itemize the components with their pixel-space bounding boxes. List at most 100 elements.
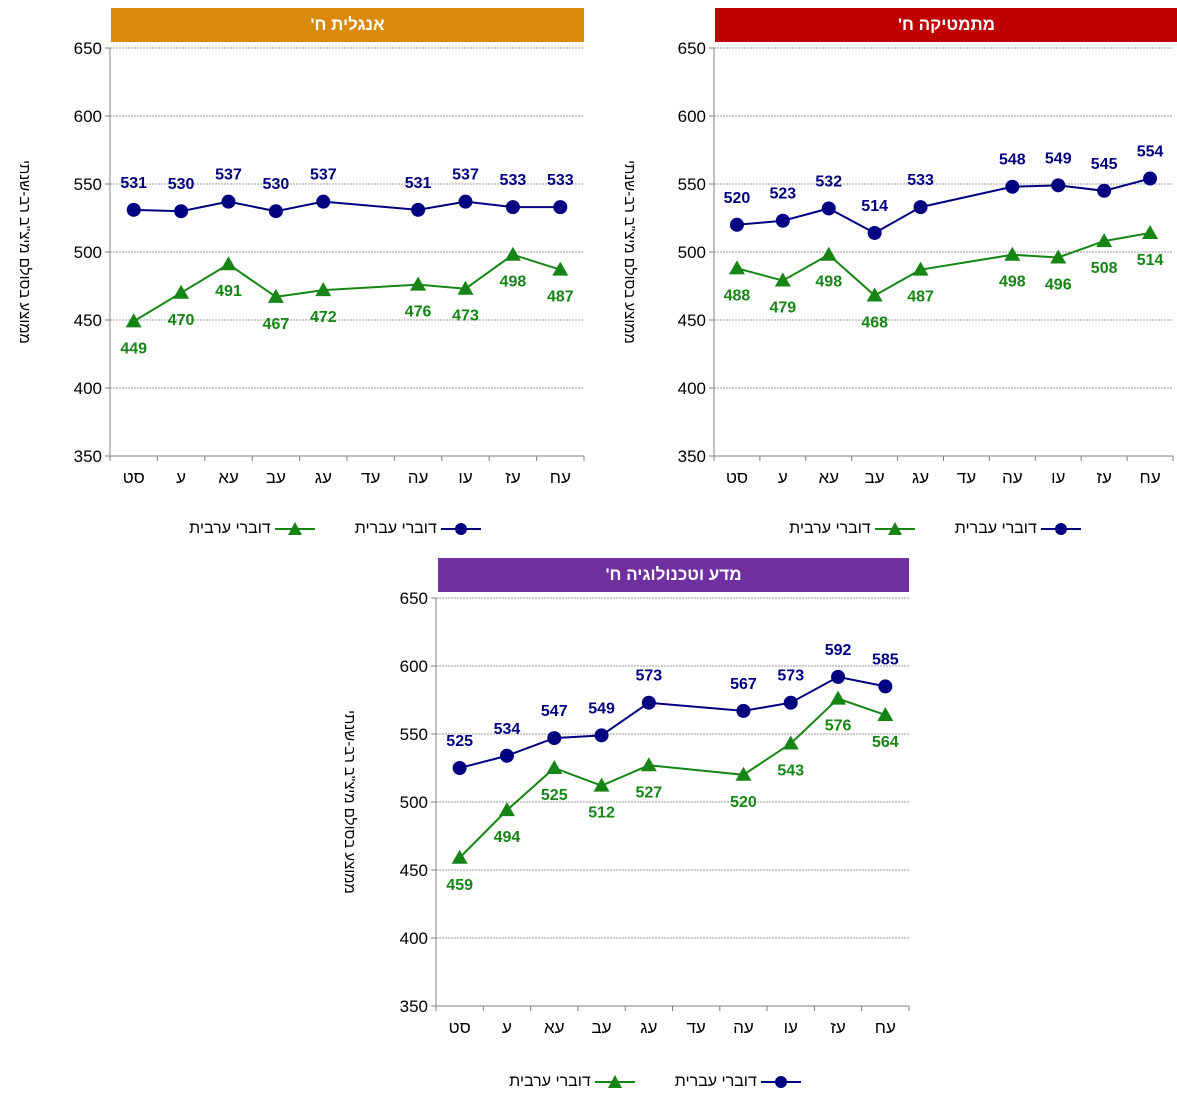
data-point bbox=[457, 280, 474, 295]
y-tick-label: 600 bbox=[678, 107, 706, 126]
data-label: 592 bbox=[825, 642, 852, 659]
x-tick-label: סט bbox=[449, 1018, 471, 1037]
triangle-marker-icon bbox=[274, 522, 315, 535]
data-label: 487 bbox=[907, 289, 934, 306]
y-tick-label: 400 bbox=[400, 929, 428, 948]
data-point bbox=[877, 706, 894, 721]
legend-label: דוברי עברית bbox=[354, 520, 437, 537]
data-label: 537 bbox=[310, 167, 337, 184]
data-label: 508 bbox=[1091, 260, 1118, 277]
data-point bbox=[1142, 224, 1159, 239]
data-point bbox=[912, 261, 929, 276]
data-label: 534 bbox=[494, 721, 521, 738]
x-tick-label: עה bbox=[1002, 468, 1023, 487]
data-label: 512 bbox=[588, 805, 615, 822]
data-point bbox=[410, 276, 427, 291]
data-label: 520 bbox=[730, 794, 757, 811]
legend-item-hebrew: דוברי עברית bbox=[355, 520, 481, 538]
y-axis-label: ממוצע בסולם מיצ"ב רב-שנתי bbox=[341, 710, 358, 894]
data-point bbox=[125, 313, 142, 328]
chart-legend: דוברי עברית דוברי ערבית bbox=[150, 520, 520, 538]
data-label: 467 bbox=[263, 316, 290, 333]
data-point bbox=[316, 194, 331, 209]
data-label: 459 bbox=[446, 877, 473, 894]
triangle-marker-icon bbox=[874, 522, 915, 535]
data-point bbox=[878, 679, 893, 694]
y-tick-label: 350 bbox=[678, 447, 706, 466]
data-label: 449 bbox=[120, 340, 147, 357]
legend-item-hebrew: דוברי עברית bbox=[955, 520, 1081, 538]
data-label: 547 bbox=[541, 703, 568, 720]
x-tick-label: עב bbox=[266, 468, 286, 487]
y-tick-label: 550 bbox=[74, 175, 102, 194]
data-point bbox=[1004, 246, 1021, 261]
x-tick-label: עה bbox=[733, 1018, 754, 1037]
data-point bbox=[553, 200, 568, 215]
data-point bbox=[1143, 171, 1158, 186]
data-label: 491 bbox=[215, 283, 242, 300]
data-label: 545 bbox=[1091, 156, 1118, 173]
data-point bbox=[867, 225, 882, 240]
data-label: 533 bbox=[907, 172, 934, 189]
chart-svg: 350 400 450 500 550 600 650 סט ע עא עב עג עד עה עו עז עח… bbox=[16, 39, 585, 487]
data-label: 548 bbox=[999, 152, 1026, 169]
y-axis-label: ממוצע בסולם מיצ"ב רב-שנתי bbox=[621, 160, 638, 344]
series-line bbox=[458, 697, 886, 859]
circle-marker-icon bbox=[760, 1076, 801, 1088]
y-tick-label: 550 bbox=[678, 175, 706, 194]
chart-legend: דוברי עברית דוברי ערבית bbox=[750, 520, 1120, 538]
data-point bbox=[547, 731, 562, 746]
y-tick-label: 400 bbox=[74, 379, 102, 398]
y-tick-label: 650 bbox=[400, 589, 428, 608]
x-tick-label: עב bbox=[592, 1018, 612, 1037]
data-point bbox=[499, 748, 514, 763]
data-label: 554 bbox=[1137, 144, 1164, 161]
data-point bbox=[774, 272, 791, 287]
x-tick-label: עד bbox=[957, 468, 976, 487]
x-tick-label: ע bbox=[176, 468, 186, 487]
x-tick-label: עא bbox=[544, 1018, 565, 1037]
data-label: 468 bbox=[861, 315, 888, 332]
data-label: 537 bbox=[452, 167, 479, 184]
x-tick-label: עד bbox=[686, 1018, 705, 1037]
x-tick-label: עז bbox=[505, 468, 520, 487]
x-tick-label: עג bbox=[640, 1018, 657, 1037]
legend-label: דוברי עברית bbox=[674, 1073, 757, 1090]
series-line bbox=[736, 177, 1151, 235]
chart-title: אנגלית ח' bbox=[111, 8, 584, 42]
data-label: 487 bbox=[547, 289, 574, 306]
data-point bbox=[913, 200, 928, 215]
data-point bbox=[820, 246, 837, 261]
x-tick-label: עח bbox=[1140, 468, 1161, 487]
data-label: 531 bbox=[120, 175, 147, 192]
y-tick-label: 400 bbox=[678, 379, 706, 398]
y-tick-label: 500 bbox=[74, 243, 102, 262]
data-label: 525 bbox=[446, 733, 473, 750]
x-tick-label: עה bbox=[408, 468, 429, 487]
data-label: 564 bbox=[872, 734, 899, 751]
data-label: 531 bbox=[405, 175, 432, 192]
x-tick-label: עו bbox=[458, 468, 472, 487]
x-tick-label: עז bbox=[830, 1018, 845, 1037]
data-point bbox=[458, 194, 473, 209]
x-tick-label: עא bbox=[818, 468, 839, 487]
data-label: 549 bbox=[588, 700, 615, 717]
data-point bbox=[735, 766, 752, 781]
data-point bbox=[174, 204, 189, 219]
x-tick-label: עג bbox=[912, 468, 929, 487]
x-tick-label: עד bbox=[361, 468, 380, 487]
circle-marker-icon bbox=[440, 523, 481, 535]
data-label: 527 bbox=[635, 784, 662, 801]
data-point bbox=[728, 260, 745, 275]
data-point bbox=[830, 690, 847, 705]
y-axis-label: ממוצע בסולם מיצ"ב רב-שנתי bbox=[16, 160, 33, 344]
data-label: 514 bbox=[861, 198, 888, 215]
data-label: 473 bbox=[452, 308, 479, 325]
x-tick-label: עו bbox=[784, 1018, 798, 1037]
data-label: 498 bbox=[999, 274, 1026, 291]
x-tick-label: ע bbox=[778, 468, 788, 487]
data-point bbox=[552, 261, 569, 276]
data-point bbox=[546, 760, 563, 774]
data-point bbox=[783, 695, 798, 710]
x-tick-label: עו bbox=[1051, 468, 1065, 487]
